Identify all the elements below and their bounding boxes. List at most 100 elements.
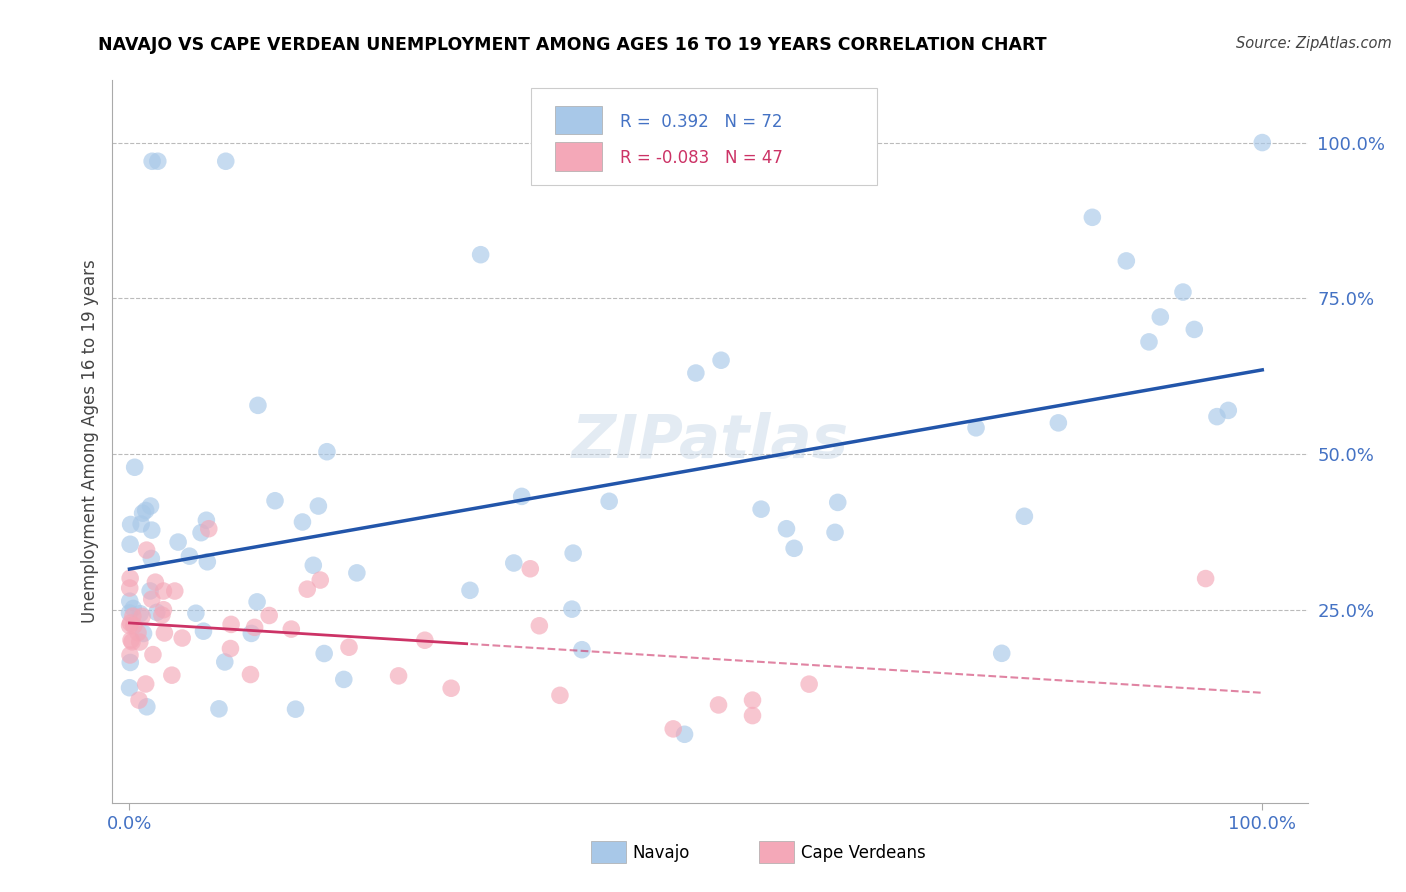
Point (1251, 136, 1274, 150)
Point (824, 525, 846, 540)
Point (529, 619, 551, 633)
Point (1206, 409, 1229, 424)
Point (135, 677, 157, 691)
Point (139, 583, 162, 598)
Point (146, 605, 169, 619)
Point (195, 555, 218, 569)
Point (120, 537, 142, 551)
Point (127, 625, 149, 640)
Point (163, 584, 186, 599)
Point (440, 681, 463, 696)
Point (257, 608, 280, 623)
Point (990, 646, 1012, 660)
Point (184, 606, 207, 620)
Point (1194, 572, 1216, 586)
Point (284, 702, 307, 716)
Point (280, 622, 302, 636)
Point (215, 154, 238, 169)
Point (146, 154, 169, 169)
Point (129, 516, 152, 531)
Point (783, 541, 806, 556)
Point (219, 617, 242, 632)
Point (135, 543, 157, 558)
Point (141, 154, 163, 169)
Point (302, 558, 325, 573)
Point (562, 546, 585, 560)
Text: Navajo: Navajo (633, 844, 690, 862)
Point (246, 398, 269, 412)
Point (239, 667, 262, 681)
Point (1171, 285, 1194, 299)
Point (118, 681, 141, 695)
Point (167, 535, 190, 549)
Point (710, 353, 733, 368)
Point (121, 635, 143, 649)
Point (135, 503, 157, 517)
Point (598, 494, 620, 508)
Point (337, 640, 360, 655)
Point (510, 489, 533, 503)
Point (179, 549, 201, 563)
Point (172, 631, 194, 645)
Point (139, 499, 162, 513)
Point (314, 647, 336, 661)
Point (346, 566, 368, 580)
Point (153, 626, 176, 640)
Point (548, 689, 571, 703)
Point (1137, 334, 1160, 349)
Point (470, 248, 492, 262)
Point (775, 522, 797, 536)
Point (195, 513, 218, 527)
Point (122, 619, 145, 633)
Point (150, 608, 173, 623)
Point (458, 583, 481, 598)
Point (1081, 211, 1104, 225)
Point (142, 648, 165, 662)
Point (827, 495, 849, 509)
Point (965, 421, 987, 435)
Point (118, 648, 141, 662)
Point (193, 624, 215, 639)
Point (502, 556, 524, 570)
Point (190, 525, 212, 540)
Point (1115, 253, 1137, 268)
Point (246, 595, 269, 609)
Point (120, 615, 142, 630)
Point (124, 460, 146, 475)
Point (120, 656, 142, 670)
Text: Source: ZipAtlas.com: Source: ZipAtlas.com (1236, 36, 1392, 51)
Point (685, 366, 707, 380)
Point (135, 699, 157, 714)
Point (240, 626, 263, 640)
Point (561, 602, 583, 616)
Point (128, 693, 150, 707)
Text: ZIPatlas: ZIPatlas (571, 412, 849, 471)
Point (118, 618, 141, 632)
Point (741, 693, 763, 707)
Point (1149, 310, 1171, 324)
Point (131, 506, 153, 520)
Point (214, 655, 236, 669)
Point (243, 620, 266, 634)
Point (797, 677, 820, 691)
Point (333, 673, 356, 687)
Text: NAVAJO VS CAPE VERDEAN UNEMPLOYMENT AMONG AGES 16 TO 19 YEARS CORRELATION CHART: NAVAJO VS CAPE VERDEAN UNEMPLOYMENT AMON… (98, 36, 1047, 54)
Point (264, 493, 287, 508)
Point (291, 515, 314, 529)
Point (1014, 509, 1036, 524)
FancyBboxPatch shape (554, 142, 603, 170)
Point (141, 592, 163, 607)
Point (118, 594, 141, 608)
Point (132, 626, 155, 640)
Point (160, 668, 183, 682)
Text: R = -0.083   N = 47: R = -0.083 N = 47 (620, 149, 783, 168)
Point (118, 606, 141, 620)
Point (307, 499, 329, 513)
Point (309, 573, 332, 587)
Point (141, 551, 163, 566)
Point (208, 702, 231, 716)
Point (122, 601, 145, 615)
Point (122, 609, 145, 624)
Text: R =  0.392   N = 72: R = 0.392 N = 72 (620, 113, 783, 131)
Point (129, 607, 152, 621)
